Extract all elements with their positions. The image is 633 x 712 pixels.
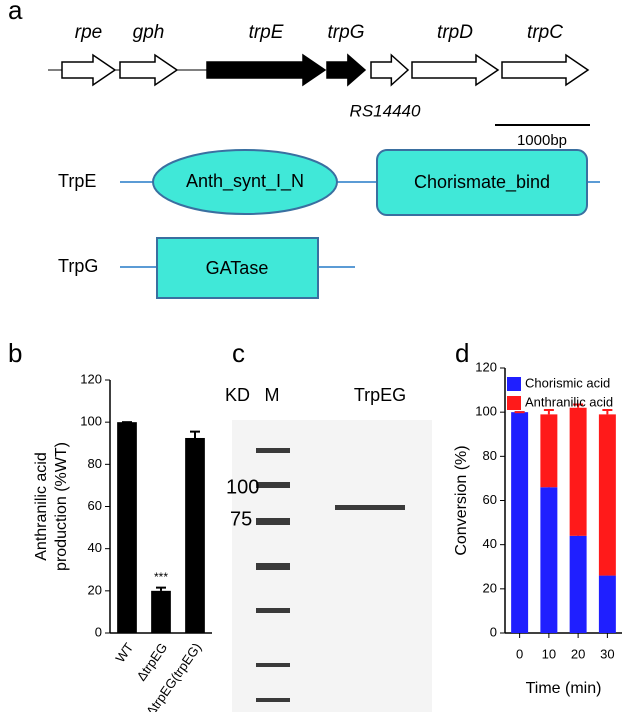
gene-arrow bbox=[206, 53, 327, 87]
gel-label: KD bbox=[225, 385, 250, 405]
error-bar bbox=[573, 403, 584, 408]
y-tick-label: 20 bbox=[88, 582, 102, 597]
y-tick-label: 120 bbox=[475, 359, 497, 374]
y-tick-label: 100 bbox=[475, 404, 497, 419]
y-tick-label: 0 bbox=[95, 624, 102, 639]
y-tick-label: 80 bbox=[88, 456, 102, 471]
x-tick-label: 20 bbox=[571, 646, 585, 661]
y-tick-label: 100 bbox=[80, 414, 102, 429]
y-tick-label: 120 bbox=[80, 371, 102, 386]
panel-label: a bbox=[8, 0, 23, 25]
error-bar bbox=[156, 586, 166, 591]
y-tick-label: 20 bbox=[483, 580, 497, 595]
legend-label: Chorismic acid bbox=[525, 375, 610, 390]
gene-label: trpG bbox=[328, 22, 365, 43]
gel-band bbox=[256, 448, 290, 453]
lane-label: M bbox=[265, 385, 280, 405]
domain-shape bbox=[156, 237, 319, 299]
gel-band bbox=[335, 505, 405, 510]
y-tick-label: 0 bbox=[490, 624, 497, 639]
domain-label: GATase bbox=[206, 258, 269, 278]
domain-shape bbox=[376, 149, 588, 216]
error-bar bbox=[190, 430, 200, 438]
marker-label: 100 bbox=[226, 476, 259, 498]
panel-label: d bbox=[455, 338, 469, 368]
gene-label: gph bbox=[133, 22, 165, 43]
x-tick-label: 10 bbox=[542, 646, 556, 661]
y-axis-label: production (%WT) bbox=[53, 442, 70, 571]
x-tick-label: ΔtrpEG bbox=[134, 640, 171, 684]
legend-swatch bbox=[507, 396, 521, 410]
y-tick-label: 40 bbox=[88, 540, 102, 555]
bar-segment bbox=[598, 575, 616, 633]
x-tick-label: WT bbox=[112, 640, 136, 665]
gene-label: rpe bbox=[75, 22, 102, 43]
protein-label: TrpE bbox=[58, 171, 96, 191]
gene-arrow bbox=[326, 53, 367, 87]
bar-segment bbox=[598, 414, 616, 576]
error-bar bbox=[602, 408, 613, 415]
protein-label: TrpG bbox=[58, 256, 98, 276]
domain-shape bbox=[152, 149, 338, 215]
gene-label: trpC bbox=[527, 22, 563, 43]
legend-label: Anthranilic acid bbox=[525, 394, 613, 409]
bar-segment bbox=[569, 535, 587, 633]
x-axis-label: Time (min) bbox=[526, 680, 602, 697]
gene-arrow bbox=[501, 53, 590, 87]
x-tick-label: 30 bbox=[600, 646, 614, 661]
gel-band bbox=[256, 698, 290, 702]
domain-label: Anth_synt_I_N bbox=[186, 171, 304, 192]
gel-band bbox=[256, 482, 290, 488]
bar-segment bbox=[569, 407, 587, 536]
y-axis-label: Anthranilic acid bbox=[33, 452, 50, 561]
gene-label: RS14440 bbox=[350, 101, 421, 120]
panel-label: b bbox=[8, 338, 22, 368]
y-axis-label: Conversion (%) bbox=[453, 445, 470, 555]
gel-band bbox=[256, 663, 290, 667]
error-bar bbox=[543, 408, 554, 415]
gel-band bbox=[256, 518, 290, 525]
y-tick-label: 60 bbox=[483, 492, 497, 507]
panel-label: c bbox=[232, 338, 245, 368]
gene-arrow bbox=[61, 53, 117, 87]
gene-label: trpD bbox=[437, 22, 473, 43]
y-tick-label: 60 bbox=[88, 498, 102, 513]
bar bbox=[117, 422, 137, 633]
legend-swatch bbox=[507, 377, 521, 391]
gene-arrow bbox=[119, 53, 179, 87]
gene-arrow bbox=[370, 53, 410, 87]
bar bbox=[185, 437, 205, 633]
scale-label: 1000bp bbox=[517, 132, 567, 149]
domain-label: Chorismate_bind bbox=[414, 172, 550, 193]
gel-band bbox=[256, 608, 290, 613]
y-tick-label: 80 bbox=[483, 448, 497, 463]
lane-label: TrpEG bbox=[354, 385, 406, 405]
gene-arrow bbox=[411, 53, 500, 87]
bar-segment bbox=[540, 487, 558, 633]
bar bbox=[151, 590, 171, 633]
bar-segment bbox=[540, 414, 558, 488]
annotation: *** bbox=[154, 570, 168, 584]
bar-segment bbox=[511, 412, 529, 633]
marker-label: 75 bbox=[230, 508, 252, 530]
gene-label: trpE bbox=[249, 22, 284, 43]
gel-band bbox=[256, 563, 290, 570]
x-tick-label: 0 bbox=[516, 646, 523, 661]
y-tick-label: 40 bbox=[483, 536, 497, 551]
